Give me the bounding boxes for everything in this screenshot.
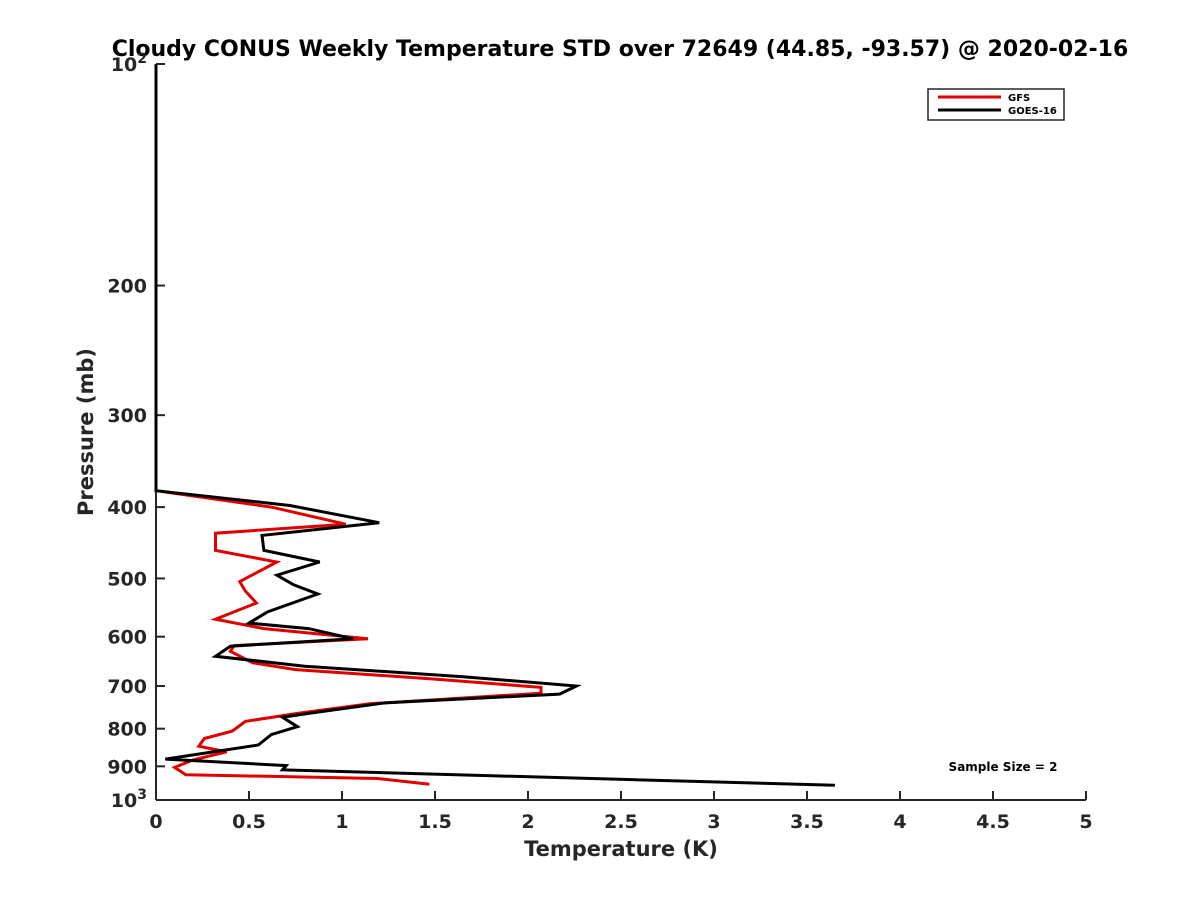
series-lines (154, 64, 835, 787)
legend-label-goes-16: GOES-16 (1008, 106, 1057, 117)
chart-title: Cloudy CONUS Weekly Temperature STD over… (112, 37, 1129, 62)
x-tick-label: 5 (1079, 811, 1092, 833)
y-tick-label: 500 (107, 568, 147, 590)
legend-box (927, 88, 1065, 121)
y-ticks: 102 200 300 400 500 600 700 800 900 103 (107, 51, 165, 812)
x-tick-label: 0 (149, 811, 162, 833)
y-tick-label: 102 (111, 51, 147, 76)
legend-label-gfs: GFS (1008, 93, 1030, 104)
x-tick-label: 2 (521, 811, 534, 833)
x-tick-label: 4 (893, 811, 906, 833)
x-tick-label: 3.5 (790, 811, 824, 833)
x-tick-label: 0.5 (232, 811, 266, 833)
x-tick-label: 3 (707, 811, 720, 833)
y-axis-label: Pressure (mb) (74, 348, 98, 516)
x-tick-label: 1.5 (418, 811, 452, 833)
y-tick-label: 800 (107, 719, 147, 741)
axes (155, 64, 1086, 801)
y-tick-label: 200 (107, 276, 147, 298)
y-tick-label: 700 (107, 676, 147, 698)
x-tick-label: 2.5 (604, 811, 638, 833)
y-tick-label: 400 (107, 497, 147, 519)
y-tick-label: 103 (111, 787, 147, 812)
series-line-gfs (154, 64, 543, 786)
x-tick-label: 4.5 (976, 811, 1010, 833)
x-ticks: 0 0.5 1 1.5 2 2.5 3 3.5 4 4.5 5 (149, 791, 1093, 833)
sample-size-annotation: Sample Size = 2 (949, 760, 1058, 774)
legend: GFS GOES-16 (927, 88, 1065, 121)
x-tick-label: 1 (335, 811, 348, 833)
series-line-goes-16 (154, 64, 835, 787)
x-axis-label: Temperature (K) (524, 837, 718, 861)
y-tick-label: 300 (107, 405, 147, 427)
y-tick-label: 900 (107, 756, 147, 778)
y-tick-label: 600 (107, 627, 147, 649)
